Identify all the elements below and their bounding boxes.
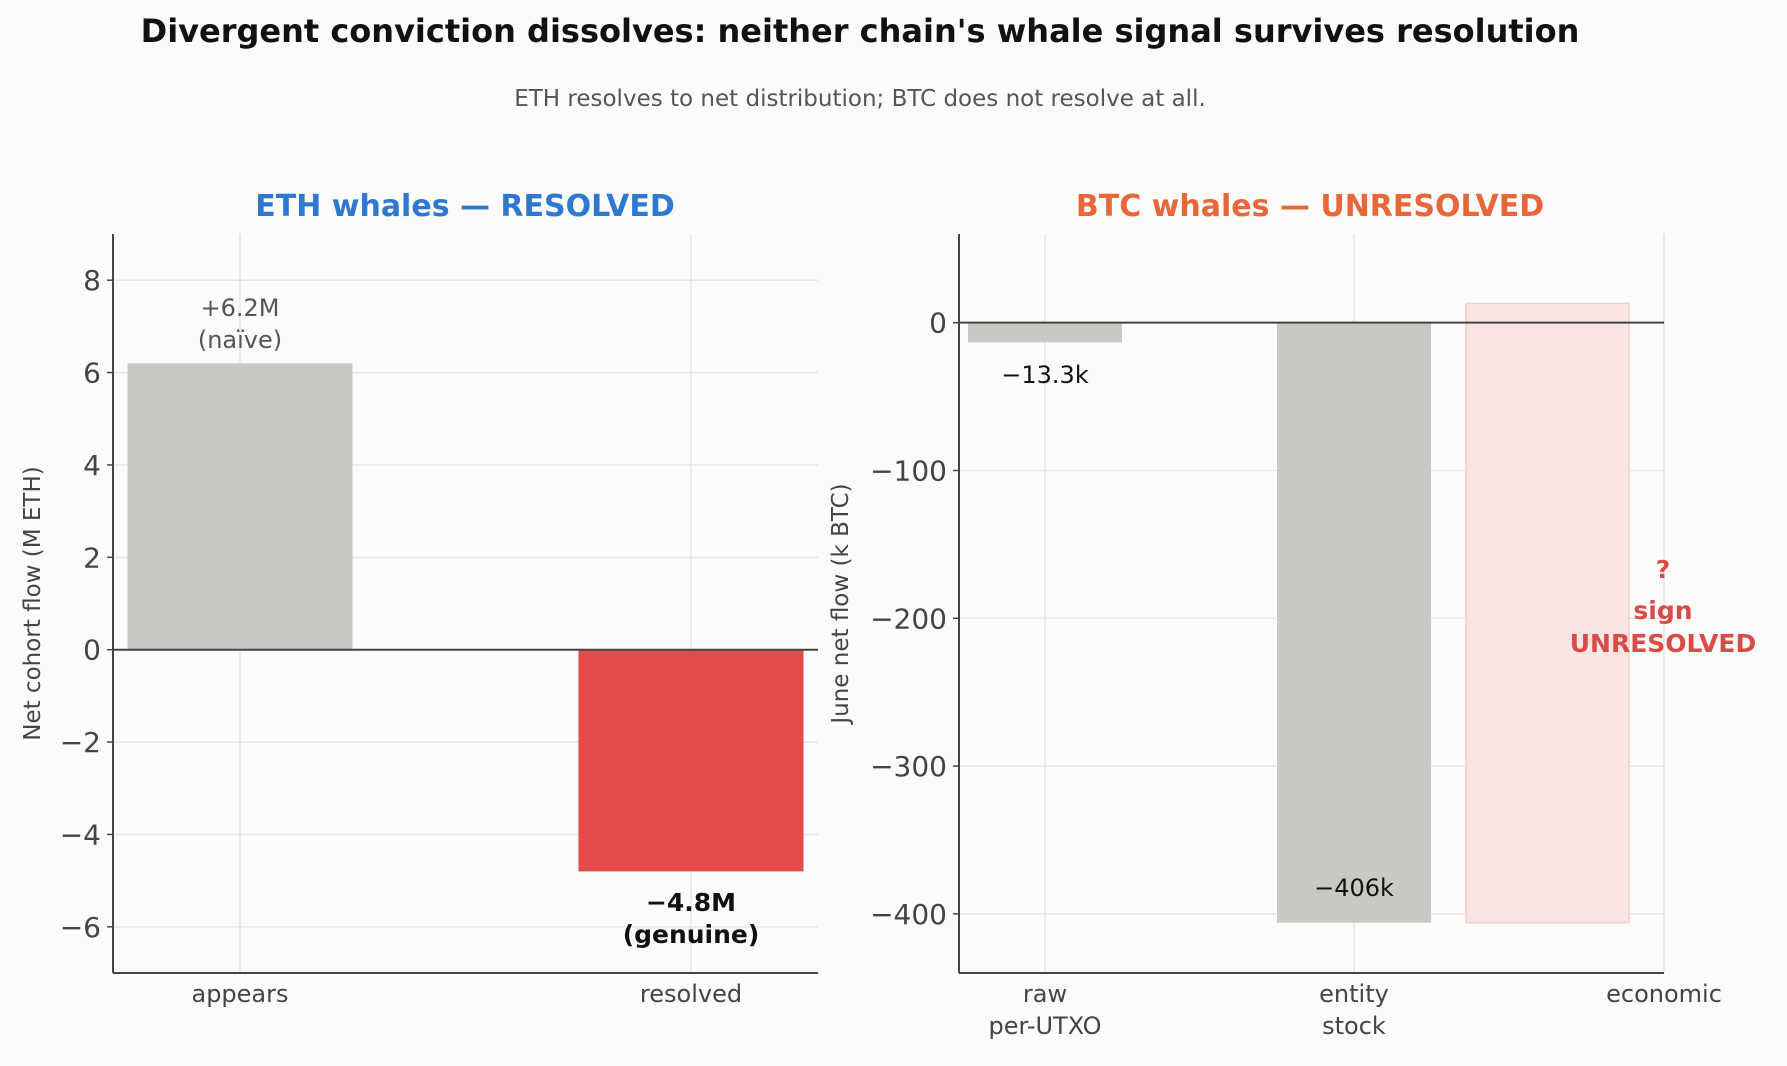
chart-title: Divergent conviction dissolves: neither … <box>140 12 1580 50</box>
unresolved-annotation: ? <box>1656 555 1671 584</box>
data-label: (genuine) <box>623 920 760 949</box>
y-axis-label: Net cohort flow (M ETH) <box>20 466 46 741</box>
y-tick-label: 6 <box>83 357 101 390</box>
bar-resolved <box>578 649 804 872</box>
x-tick-label: resolved <box>640 980 742 1008</box>
y-axis-label: June net flow (k BTC) <box>828 483 854 725</box>
x-tick-label: per-UTXO <box>988 1012 1101 1040</box>
x-tick-label: entity <box>1319 980 1389 1008</box>
y-tick-label: 2 <box>83 541 101 574</box>
y-tick-label: −4 <box>60 818 101 851</box>
y-tick-label: −200 <box>870 602 947 635</box>
y-tick-label: −300 <box>870 750 947 783</box>
x-tick-label: stock <box>1322 1012 1386 1040</box>
x-tick-label: raw <box>1023 980 1067 1008</box>
bar-btc-1 <box>1277 322 1431 923</box>
data-label: −4.8M <box>646 888 736 917</box>
data-label: +6.2M <box>201 294 280 322</box>
y-tick-label: −2 <box>60 726 101 759</box>
x-tick-label: economic <box>1606 980 1722 1008</box>
unresolved-annotation: UNRESOLVED <box>1570 629 1756 658</box>
unresolved-annotation: sign <box>1633 596 1692 625</box>
y-tick-label: 0 <box>929 307 947 340</box>
data-label: −13.3k <box>1001 361 1089 389</box>
data-label: (naïve) <box>198 326 282 354</box>
bar-btc-0 <box>968 322 1122 343</box>
y-tick-label: −6 <box>60 911 101 944</box>
y-tick-label: 4 <box>83 449 101 482</box>
panel-title-btc: BTC whales — UNRESOLVED <box>1076 189 1544 224</box>
y-tick-label: −400 <box>870 898 947 931</box>
x-tick-label: appears <box>191 980 288 1008</box>
unresolved-band <box>1465 302 1630 924</box>
y-tick-label: 8 <box>83 264 101 297</box>
y-tick-label: 0 <box>83 634 101 667</box>
data-label: −406k <box>1314 874 1394 902</box>
bar-appears <box>127 363 353 650</box>
panel-title-eth: ETH whales — RESOLVED <box>255 189 675 224</box>
chart-subtitle: ETH resolves to net distribution; BTC do… <box>514 86 1206 112</box>
y-tick-label: −100 <box>870 454 947 487</box>
